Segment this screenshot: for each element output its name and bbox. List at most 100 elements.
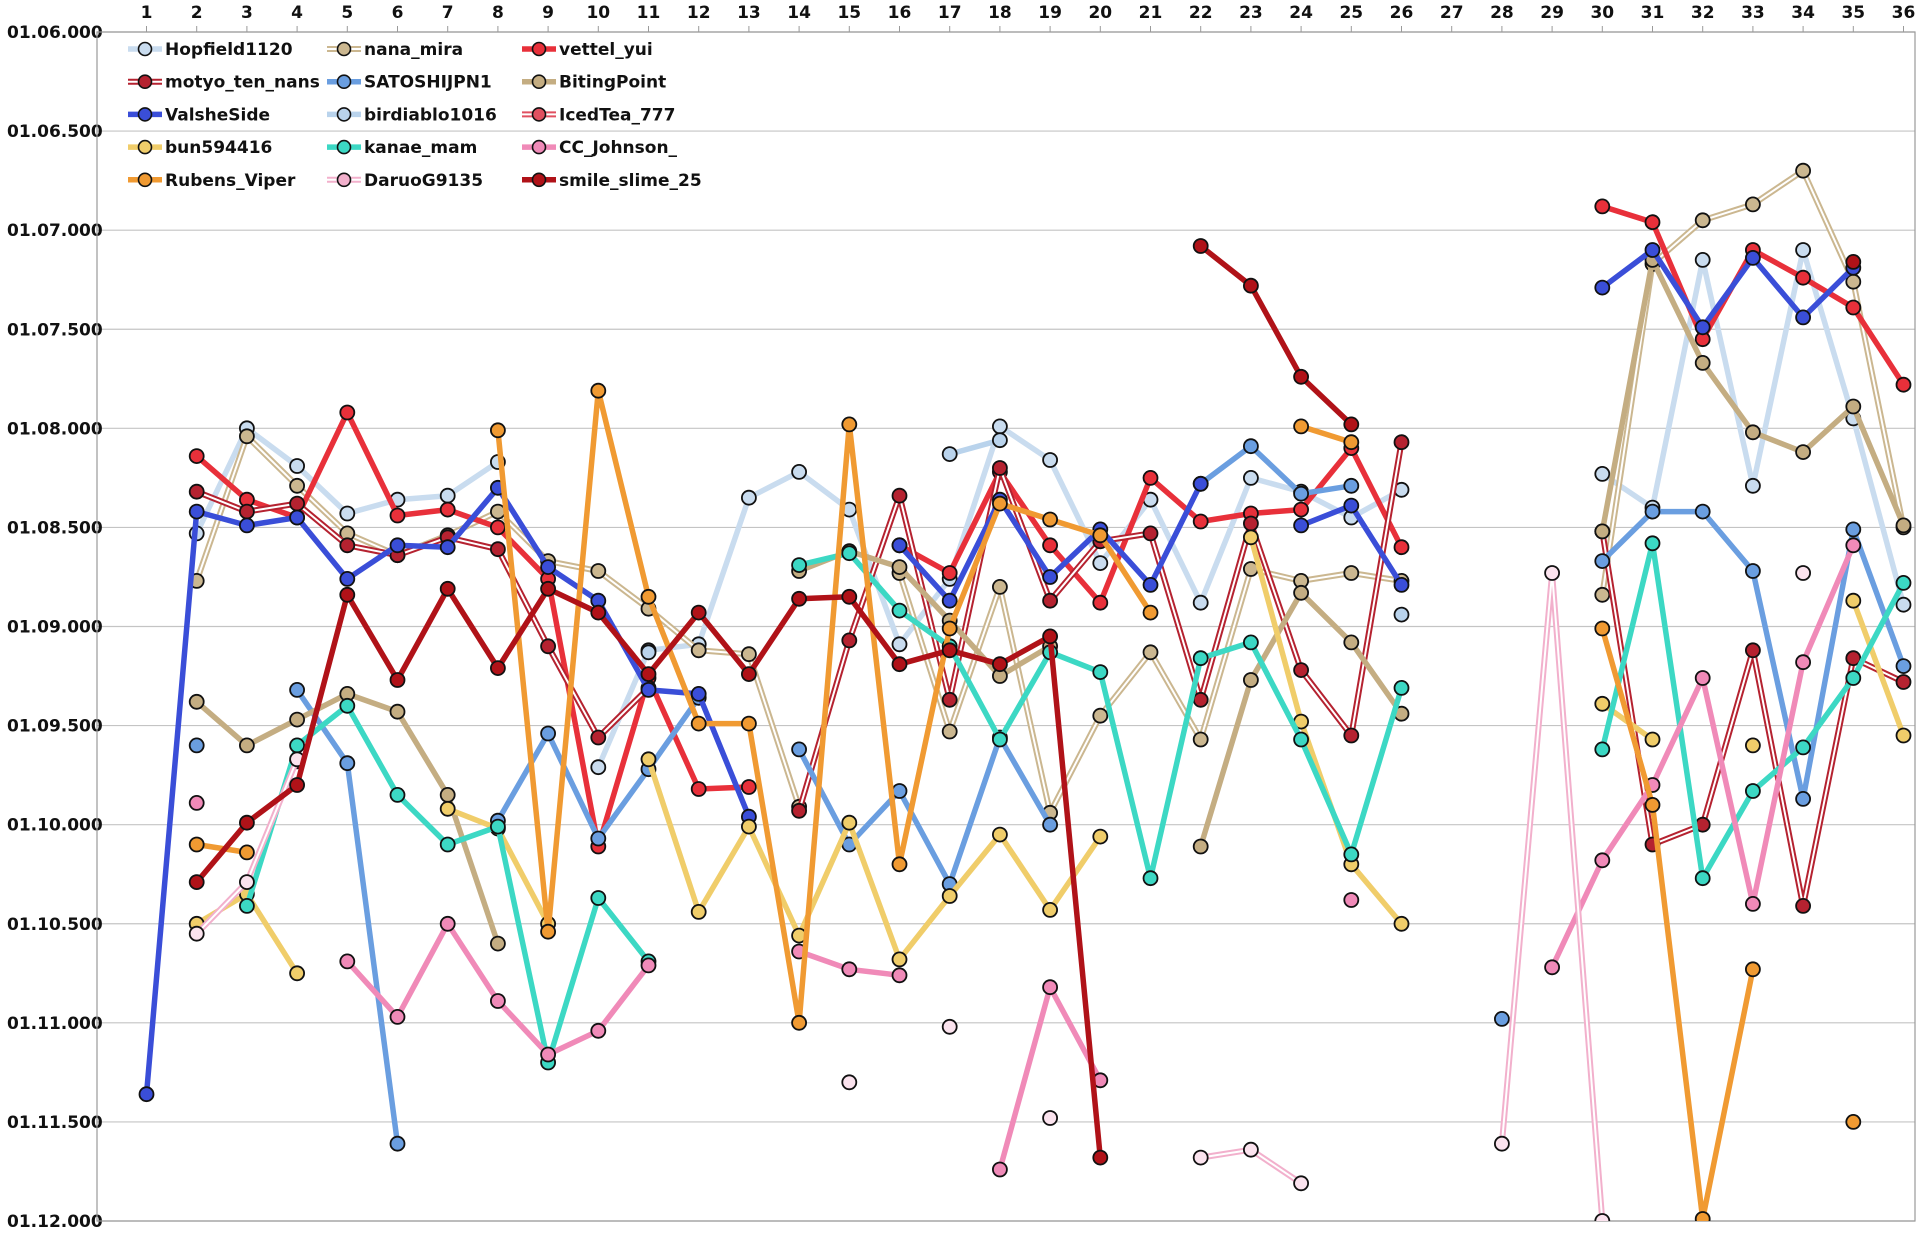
legend-label: motyo_ten_nans <box>165 73 320 93</box>
x-tick-label: 16 <box>888 3 912 23</box>
series-lines <box>138 162 1912 1221</box>
data-point <box>1142 577 1159 593</box>
data-point <box>841 416 858 433</box>
data-point <box>891 967 908 984</box>
data-point <box>741 779 757 795</box>
data-point <box>640 588 657 605</box>
data-point <box>238 737 255 754</box>
data-point <box>238 517 255 534</box>
legend-marker <box>137 139 153 155</box>
data-point <box>1243 438 1259 455</box>
data-point <box>791 802 807 819</box>
data-point <box>640 751 657 768</box>
data-point <box>188 448 205 465</box>
data-point <box>1795 898 1811 914</box>
data-point <box>1042 592 1058 609</box>
legend-item-kanae_mam: kanae_mam <box>327 138 477 158</box>
data-point <box>992 495 1008 512</box>
x-tick-label: 18 <box>988 3 1012 23</box>
data-point <box>289 711 306 728</box>
y-tick-label: 01.07.000 <box>7 221 103 241</box>
data-point <box>741 666 757 682</box>
data-point <box>1042 979 1058 996</box>
data-point <box>690 642 707 659</box>
data-point <box>540 923 556 940</box>
legend-marker <box>336 172 352 188</box>
data-point <box>1795 444 1811 461</box>
data-point <box>1795 791 1811 807</box>
data-point <box>992 460 1008 476</box>
series-line <box>1599 627 1756 1221</box>
data-point <box>1795 162 1811 179</box>
series-line <box>1600 247 1856 331</box>
data-point <box>389 1135 406 1152</box>
data-point <box>1694 212 1711 229</box>
data-point <box>1393 577 1410 593</box>
data-point <box>992 656 1008 673</box>
data-point <box>992 826 1008 843</box>
data-point <box>841 961 858 978</box>
data-point <box>540 1046 556 1063</box>
data-point <box>1795 654 1811 671</box>
legend-label: vettel_yui <box>559 40 653 60</box>
data-point <box>289 509 306 526</box>
data-point <box>188 693 205 710</box>
data-point <box>891 559 908 575</box>
x-tick-label: 28 <box>1490 3 1514 23</box>
data-point <box>1343 727 1360 744</box>
data-point <box>1192 594 1209 611</box>
x-tick-label: 9 <box>542 3 554 23</box>
data-point <box>289 458 306 474</box>
y-tick-label: 01.06.000 <box>7 23 103 43</box>
data-point <box>339 755 356 772</box>
data-point <box>1745 249 1761 266</box>
data-point <box>1142 525 1159 542</box>
series-line <box>1300 423 1353 445</box>
data-point <box>439 836 456 853</box>
data-point <box>188 483 205 500</box>
series-line <box>1199 443 1352 497</box>
x-tick-label: 21 <box>1139 3 1163 23</box>
data-point <box>1092 707 1109 724</box>
data-point <box>339 953 356 970</box>
y-tick-label: 01.11.000 <box>7 1014 103 1034</box>
data-point <box>1142 644 1159 661</box>
legend-label: smile_slime_25 <box>559 171 702 191</box>
x-tick-label: 24 <box>1289 3 1313 23</box>
y-tick-label: 01.10.500 <box>7 915 103 935</box>
data-point <box>1694 354 1711 371</box>
data-point <box>791 590 807 607</box>
data-point <box>1243 515 1259 532</box>
data-point <box>1745 737 1761 754</box>
data-point <box>1845 521 1862 538</box>
data-point <box>188 925 205 942</box>
data-point <box>489 660 506 676</box>
x-tick-label: 2 <box>191 3 203 23</box>
x-tick-label: 26 <box>1390 3 1414 23</box>
data-point <box>289 737 306 754</box>
x-tick-label: 17 <box>938 3 962 23</box>
legend-label: birdiablo1016 <box>364 105 497 125</box>
data-point <box>1594 695 1611 712</box>
x-tick-label: 8 <box>492 3 504 23</box>
data-point <box>590 830 607 847</box>
data-point <box>540 638 556 655</box>
data-point <box>1845 670 1862 686</box>
x-tick-label: 13 <box>737 3 761 23</box>
data-point <box>1845 299 1862 316</box>
x-tick-label: 11 <box>637 3 661 23</box>
y-tick-label: 01.08.000 <box>7 419 103 439</box>
data-point <box>1745 783 1761 799</box>
legend-marker <box>137 107 153 122</box>
data-point <box>1293 418 1309 435</box>
x-tick-label: 5 <box>341 3 353 23</box>
data-point <box>992 418 1008 435</box>
data-point <box>741 489 757 506</box>
data-point <box>1594 1213 1611 1221</box>
x-tick-label: 15 <box>837 3 861 23</box>
data-point <box>1092 828 1109 845</box>
data-point <box>1594 279 1611 296</box>
series-SATOSHIJPN1 <box>188 438 1912 1152</box>
data-point <box>489 519 506 536</box>
